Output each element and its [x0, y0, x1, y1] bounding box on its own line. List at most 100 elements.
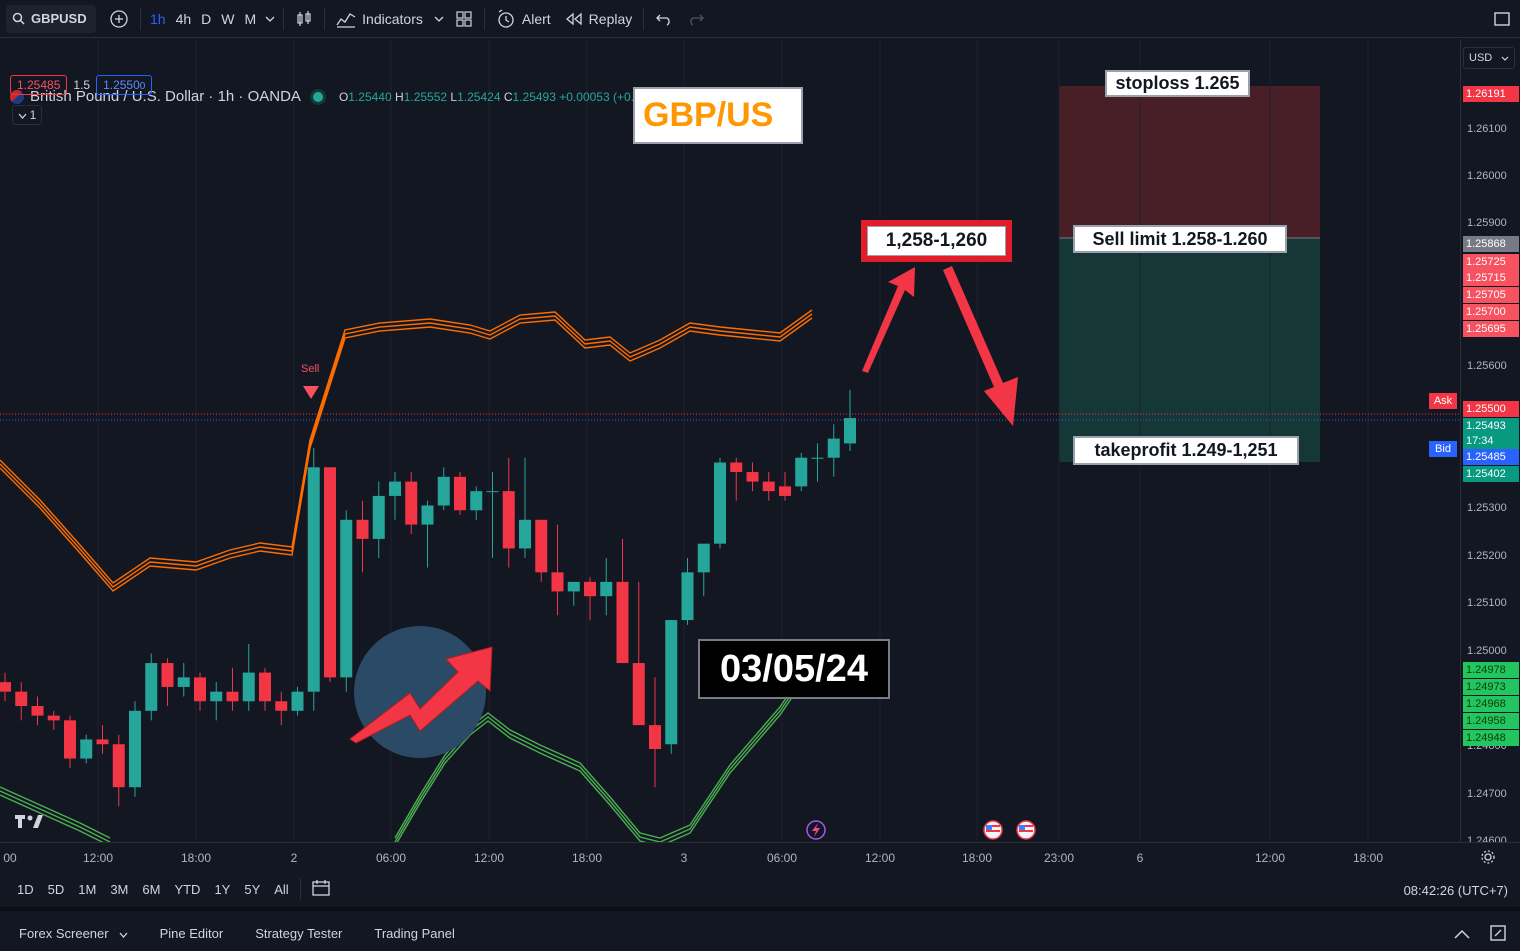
interval-w[interactable]: W: [221, 10, 235, 27]
interval-m[interactable]: M: [244, 10, 257, 27]
tab-trading-panel[interactable]: Trading Panel: [374, 925, 455, 941]
range-ytd[interactable]: YTD: [174, 881, 201, 897]
candle-body: [31, 706, 44, 716]
time-tick: 3: [680, 851, 688, 865]
buy-price-button[interactable]: 1.25500: [96, 75, 153, 95]
alert-button[interactable]: Alert: [489, 5, 558, 33]
candle-body: [600, 581, 613, 597]
band-line: [0, 790, 111, 842]
range-3m[interactable]: 3M: [110, 881, 129, 897]
price-label: 1.25705: [1463, 287, 1519, 303]
replay-label: Replay: [588, 10, 633, 27]
band-line: [396, 692, 796, 842]
chart-type-button[interactable]: [288, 5, 320, 33]
date-box: 03/05/24: [698, 639, 890, 699]
candle-body: [340, 519, 353, 678]
candle-body: [64, 720, 76, 759]
range-6m[interactable]: 6M: [142, 881, 161, 897]
toolbar-divider: [324, 7, 326, 30]
candlestick-series: [0, 389, 856, 807]
price-label: 1.26191: [1463, 86, 1519, 102]
symbol-label: GBPUSD: [31, 11, 87, 26]
symbol-search-button[interactable]: GBPUSD: [6, 4, 96, 33]
undo-button[interactable]: [648, 5, 680, 33]
candle-body: [389, 481, 401, 496]
maximize-panel-icon[interactable]: [1490, 925, 1506, 944]
us-flag-event-icon[interactable]: [1016, 820, 1036, 840]
price-label: 1.24968: [1463, 696, 1519, 712]
candle-body: [811, 457, 824, 459]
tradingview-logo[interactable]: [15, 815, 43, 828]
candle-body: [421, 505, 434, 525]
replay-button[interactable]: Replay: [558, 5, 640, 33]
price-label: 1.25700: [1463, 304, 1519, 320]
candle-body: [584, 581, 596, 597]
lightning-event-icon[interactable]: [806, 820, 826, 840]
bid-tag: Bid: [1429, 441, 1457, 457]
currency-selector[interactable]: USD: [1463, 47, 1515, 69]
redo-button[interactable]: [680, 5, 712, 33]
band-line: [0, 309, 813, 584]
candle-body: [112, 744, 125, 788]
candle-body: [80, 739, 93, 759]
price-tick: 1.25200: [1467, 550, 1507, 562]
alert-label: Alert: [521, 10, 551, 27]
tab-pine-editor[interactable]: Pine Editor: [159, 925, 224, 941]
time-tick: 06:00: [375, 851, 407, 865]
indicators-dropdown[interactable]: [430, 5, 448, 33]
sell-zone-box: 1,258-1,260: [861, 220, 1012, 262]
candle-body: [632, 663, 645, 726]
band-line: [0, 313, 813, 588]
chevron-up-icon[interactable]: [1454, 927, 1470, 942]
collapse-legend-button[interactable]: 1: [12, 105, 42, 125]
interval-4h[interactable]: 4h: [175, 10, 192, 27]
candle-body: [0, 682, 11, 692]
fullscreen-button[interactable]: [1486, 5, 1518, 33]
clock-timezone[interactable]: 08:42:26 (UTC+7): [1403, 883, 1508, 898]
sell-zone-label: 1,258-1,260: [867, 226, 1006, 256]
compare-button[interactable]: [102, 5, 136, 33]
price-chart[interactable]: Sell: [0, 39, 1460, 842]
time-tick: 18:00: [180, 851, 212, 865]
range-5d[interactable]: 5D: [47, 881, 65, 897]
range-all[interactable]: All: [274, 881, 289, 897]
interval-d[interactable]: D: [201, 10, 212, 27]
layout-button[interactable]: [448, 5, 480, 33]
price-tick: 1.26100: [1467, 123, 1507, 135]
band-line: [0, 786, 111, 839]
down-arrow-annotation: [943, 266, 1018, 426]
toolbar-divider: [140, 7, 141, 30]
candle-body: [567, 581, 580, 592]
candle-body: [47, 715, 60, 721]
price-tick: 1.25000: [1467, 645, 1507, 657]
price-scale[interactable]: USD 1.26100 1.26000 1.25900 1.25600 1.25300 1…: [1460, 39, 1520, 842]
maximize-icon: [1493, 10, 1511, 28]
tab-strategy-tester[interactable]: Strategy Tester: [255, 925, 343, 941]
bid-ask-panel: 1.25485 1.5 1.25500: [10, 75, 153, 95]
settings-gear-icon[interactable]: [1480, 849, 1496, 868]
price-tick: 1.25900: [1467, 217, 1507, 229]
range-5y[interactable]: 5Y: [244, 881, 261, 897]
interval-dropdown[interactable]: [261, 5, 279, 33]
candle-body: [307, 467, 320, 692]
grid-layout-icon: [455, 10, 473, 28]
indicators-button[interactable]: Indicators: [329, 5, 430, 33]
interval-1h[interactable]: 1h: [150, 10, 166, 27]
range-1d[interactable]: 1D: [17, 881, 34, 897]
top-toolbar: GBPUSD 1h 4h D W M Indicators: [0, 0, 1520, 38]
add-circle-icon: [109, 9, 129, 29]
ohlc-values: O1.25440 H1.25552 L1.25424 C1.25493 +0.0…: [338, 89, 662, 104]
range-1y[interactable]: 1Y: [214, 881, 231, 897]
chevron-down-icon: [1501, 52, 1509, 64]
range-1m[interactable]: 1M: [78, 881, 97, 897]
candle-body: [356, 519, 369, 539]
chart-pane[interactable]: Sell: [0, 39, 1460, 842]
candle-body: [486, 491, 499, 493]
us-flag-event-icon[interactable]: [983, 820, 1003, 840]
sell-price-button[interactable]: 1.25485: [10, 75, 68, 95]
tab-forex-screener[interactable]: Forex Screener: [0, 926, 144, 941]
toolbar-divider: [283, 7, 285, 30]
time-scale[interactable]: 00 12:00 18:00 2 06:00 12:00 18:00 3 06:00 12:00 1…: [0, 842, 1520, 870]
calendar-icon[interactable]: [311, 879, 331, 900]
high-value: 1.25552: [403, 89, 448, 104]
